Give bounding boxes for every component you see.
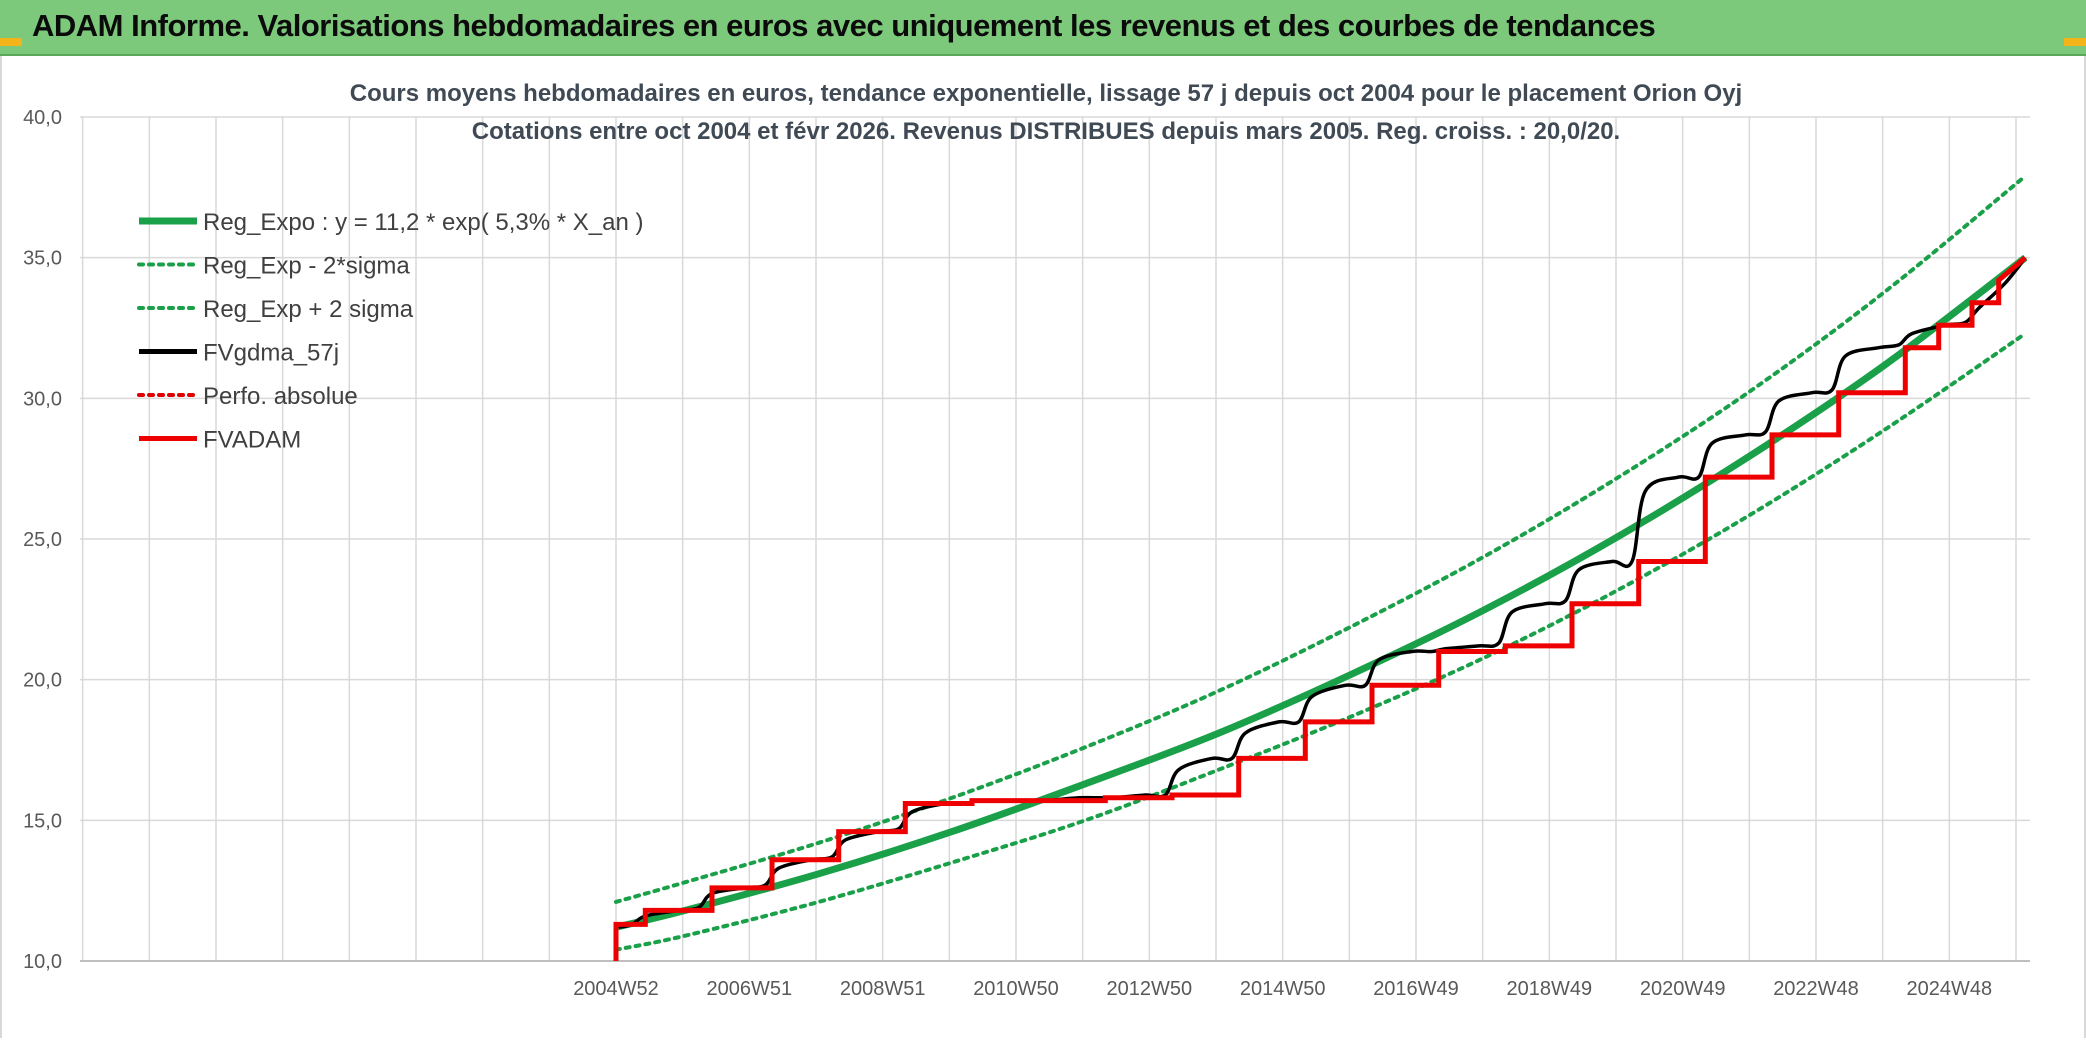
x-tick-label: 2016W49: [1373, 978, 1459, 1000]
report-header: ADAM Informe. Valorisations hebdomadaire…: [0, 0, 2086, 56]
chart-area: 10,0 15,0 20,0 25,0 30,0 35,0 40,0 2004W52 2006W…: [0, 56, 2086, 1038]
y-tick-label: 30,0: [23, 388, 62, 410]
series-line-2: [614, 174, 2028, 904]
x-tick-label: 2008W51: [840, 978, 926, 1000]
x-tick-label: 2010W50: [973, 978, 1059, 1000]
x-tick-label: 2022W48: [1773, 978, 1859, 1000]
x-tick-label: 2020W49: [1640, 978, 1726, 1000]
report-title: ADAM Informe. Valorisations hebdomadaire…: [32, 8, 1656, 43]
line-chart: 10,0 15,0 20,0 25,0 30,0 35,0 40,0 2004W52 2006W…: [23, 80, 2030, 1000]
legend-label: Perfo. absolue: [203, 383, 358, 410]
x-tick-label: 2014W50: [1240, 978, 1326, 1000]
chart-axes: 10,0 15,0 20,0 25,0 30,0 35,0 40,0 2004W52 2006W…: [23, 107, 2030, 1000]
x-tick-label: 2004W52: [573, 978, 659, 1000]
legend-label: Reg_Exp + 2 sigma: [203, 296, 414, 323]
y-tick-label: 40,0: [23, 107, 62, 129]
y-tick-label: 25,0: [23, 529, 62, 551]
x-tick-label: 2024W48: [1907, 978, 1993, 1000]
corner-marker-right: [2064, 38, 2086, 46]
legend-label: Reg_Exp - 2*sigma: [203, 253, 410, 280]
y-tick-label: 35,0: [23, 248, 62, 270]
legend-label: FVADAM: [203, 427, 301, 454]
x-tick-label: 2006W51: [707, 978, 793, 1000]
chart-series: [613, 174, 2028, 961]
series-line-3: [618, 256, 2027, 929]
corner-marker-left: [0, 38, 22, 46]
chart-title-block: Cours moyens hebdomadaires en euros, ten…: [350, 80, 1742, 145]
series-line-0: [615, 254, 2028, 931]
x-tick-label: 2018W49: [1507, 978, 1593, 1000]
x-tick-label: 2012W50: [1107, 978, 1193, 1000]
legend-label: FVgdma_57j: [203, 340, 339, 367]
legend-label: Reg_Expo : y = 11,2 * exp( 5,3% * X_an ): [203, 209, 643, 236]
y-tick-label: 15,0: [23, 810, 62, 832]
y-tick-label: 20,0: [23, 670, 62, 692]
chart-title-line: Cotations entre oct 2004 et févr 2026. R…: [472, 118, 1620, 145]
chart-legend: Reg_Expo : y = 11,2 * exp( 5,3% * X_an )…: [137, 209, 643, 454]
series-line-5: [613, 255, 2027, 961]
chart-title-line: Cours moyens hebdomadaires en euros, ten…: [350, 80, 1742, 107]
chart-grid: [80, 116, 2030, 962]
y-tick-label: 10,0: [23, 951, 62, 973]
